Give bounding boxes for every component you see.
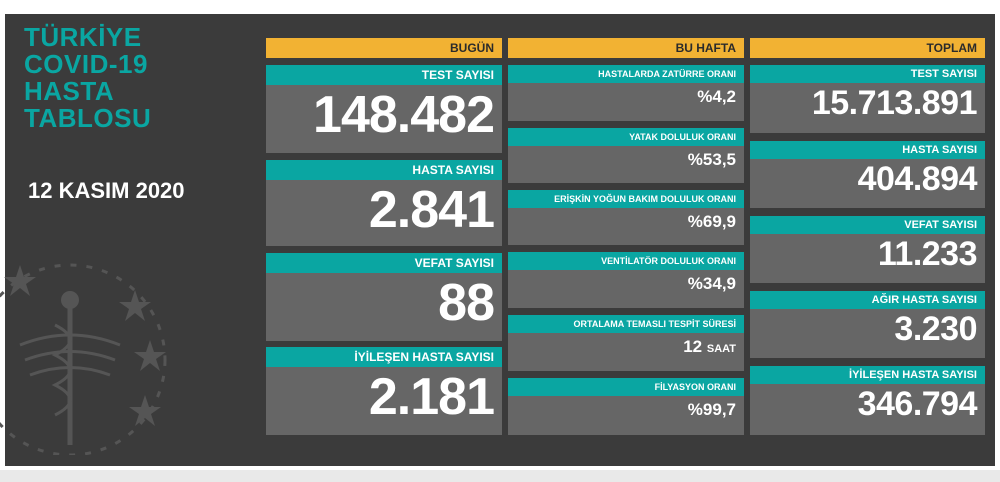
card-value: %34,9 bbox=[687, 274, 736, 293]
today-card: VEFAT SAYISI 88 bbox=[266, 253, 502, 341]
card-value: 148.482 bbox=[313, 86, 495, 144]
card-label: ERİŞKİN YOĞUN BAKIM DOLULUK ORANI bbox=[508, 190, 744, 208]
total-card: AĞIR HASTA SAYISI 3.230 bbox=[750, 291, 985, 358]
card-label: İYİLEŞEN HASTA SAYISI bbox=[266, 347, 502, 367]
ministry-of-health-emblem-icon bbox=[0, 263, 167, 455]
title-line: HASTA bbox=[24, 76, 115, 106]
title-line: COVID-19 bbox=[24, 49, 148, 79]
card-label: HASTALARDA ZATÜRRE ORANI bbox=[508, 65, 744, 83]
card-label: HASTA SAYISI bbox=[266, 160, 502, 180]
card-value: %53,5 bbox=[687, 150, 736, 169]
card-value: 2.181 bbox=[368, 368, 495, 426]
card-value: 88 bbox=[438, 274, 495, 332]
card-value-number: 12 bbox=[683, 337, 703, 356]
card-label: VENTİLATÖR DOLULUK ORANI bbox=[508, 252, 744, 270]
report-date: 12 KASIM 2020 bbox=[28, 178, 185, 203]
card-value: 12 SAAT bbox=[508, 333, 744, 363]
week-card: ERİŞKİN YOĞUN BAKIM DOLULUK ORANI %69,9 bbox=[508, 190, 744, 245]
week-card: VENTİLATÖR DOLULUK ORANI %34,9 bbox=[508, 252, 744, 308]
bottom-strip bbox=[0, 470, 1000, 482]
card-value: %69,9 bbox=[687, 212, 736, 231]
today-card: İYİLEŞEN HASTA SAYISI 2.181 bbox=[266, 347, 502, 435]
card-label: VEFAT SAYISI bbox=[750, 216, 985, 234]
column-header-total: TOPLAM bbox=[750, 38, 985, 58]
card-label: YATAK DOLULUK ORANI bbox=[508, 128, 744, 146]
card-value: 404.894 bbox=[857, 160, 978, 198]
card-label: İYİLEŞEN HASTA SAYISI bbox=[750, 366, 985, 384]
card-label: HASTA SAYISI bbox=[750, 141, 985, 159]
title-line: TABLOSU bbox=[24, 103, 152, 133]
total-card: TEST SAYISI 15.713.891 bbox=[750, 65, 985, 133]
card-label: TEST SAYISI bbox=[750, 65, 985, 83]
title-line: TÜRKİYE bbox=[24, 22, 142, 52]
card-value: 2.841 bbox=[368, 181, 495, 239]
week-card: FİLYASYON ORANI %99,7 bbox=[508, 378, 744, 435]
card-label: FİLYASYON ORANI bbox=[508, 378, 744, 396]
card-value-unit: SAAT bbox=[706, 343, 736, 355]
card-label: TEST SAYISI bbox=[266, 65, 502, 85]
card-value: 11.233 bbox=[877, 235, 978, 273]
total-card: HASTA SAYISI 404.894 bbox=[750, 141, 985, 208]
card-label: AĞIR HASTA SAYISI bbox=[750, 291, 985, 309]
card-value: %99,7 bbox=[687, 400, 736, 419]
card-label: ORTALAMA TEMASLI TESPİT SÜRESİ bbox=[508, 315, 744, 333]
card-label: VEFAT SAYISI bbox=[266, 253, 502, 273]
card-value: %4,2 bbox=[697, 87, 736, 106]
card-value: 15.713.891 bbox=[811, 84, 978, 122]
column-header-week: BU HAFTA bbox=[508, 38, 744, 58]
page-title: TÜRKİYE COVID-19 HASTA TABLOSU bbox=[24, 24, 151, 132]
card-value: 346.794 bbox=[857, 385, 978, 423]
today-card: HASTA SAYISI 2.841 bbox=[266, 160, 502, 246]
card-value: 3.230 bbox=[894, 310, 977, 348]
week-card: HASTALARDA ZATÜRRE ORANI %4,2 bbox=[508, 65, 744, 121]
week-card: ORTALAMA TEMASLI TESPİT SÜRESİ 12 SAAT bbox=[508, 315, 744, 371]
week-card: YATAK DOLULUK ORANI %53,5 bbox=[508, 128, 744, 183]
total-card: İYİLEŞEN HASTA SAYISI 346.794 bbox=[750, 366, 985, 435]
today-card: TEST SAYISI 148.482 bbox=[266, 65, 502, 153]
total-card: VEFAT SAYISI 11.233 bbox=[750, 216, 985, 283]
column-header-today: BUGÜN bbox=[266, 38, 502, 58]
